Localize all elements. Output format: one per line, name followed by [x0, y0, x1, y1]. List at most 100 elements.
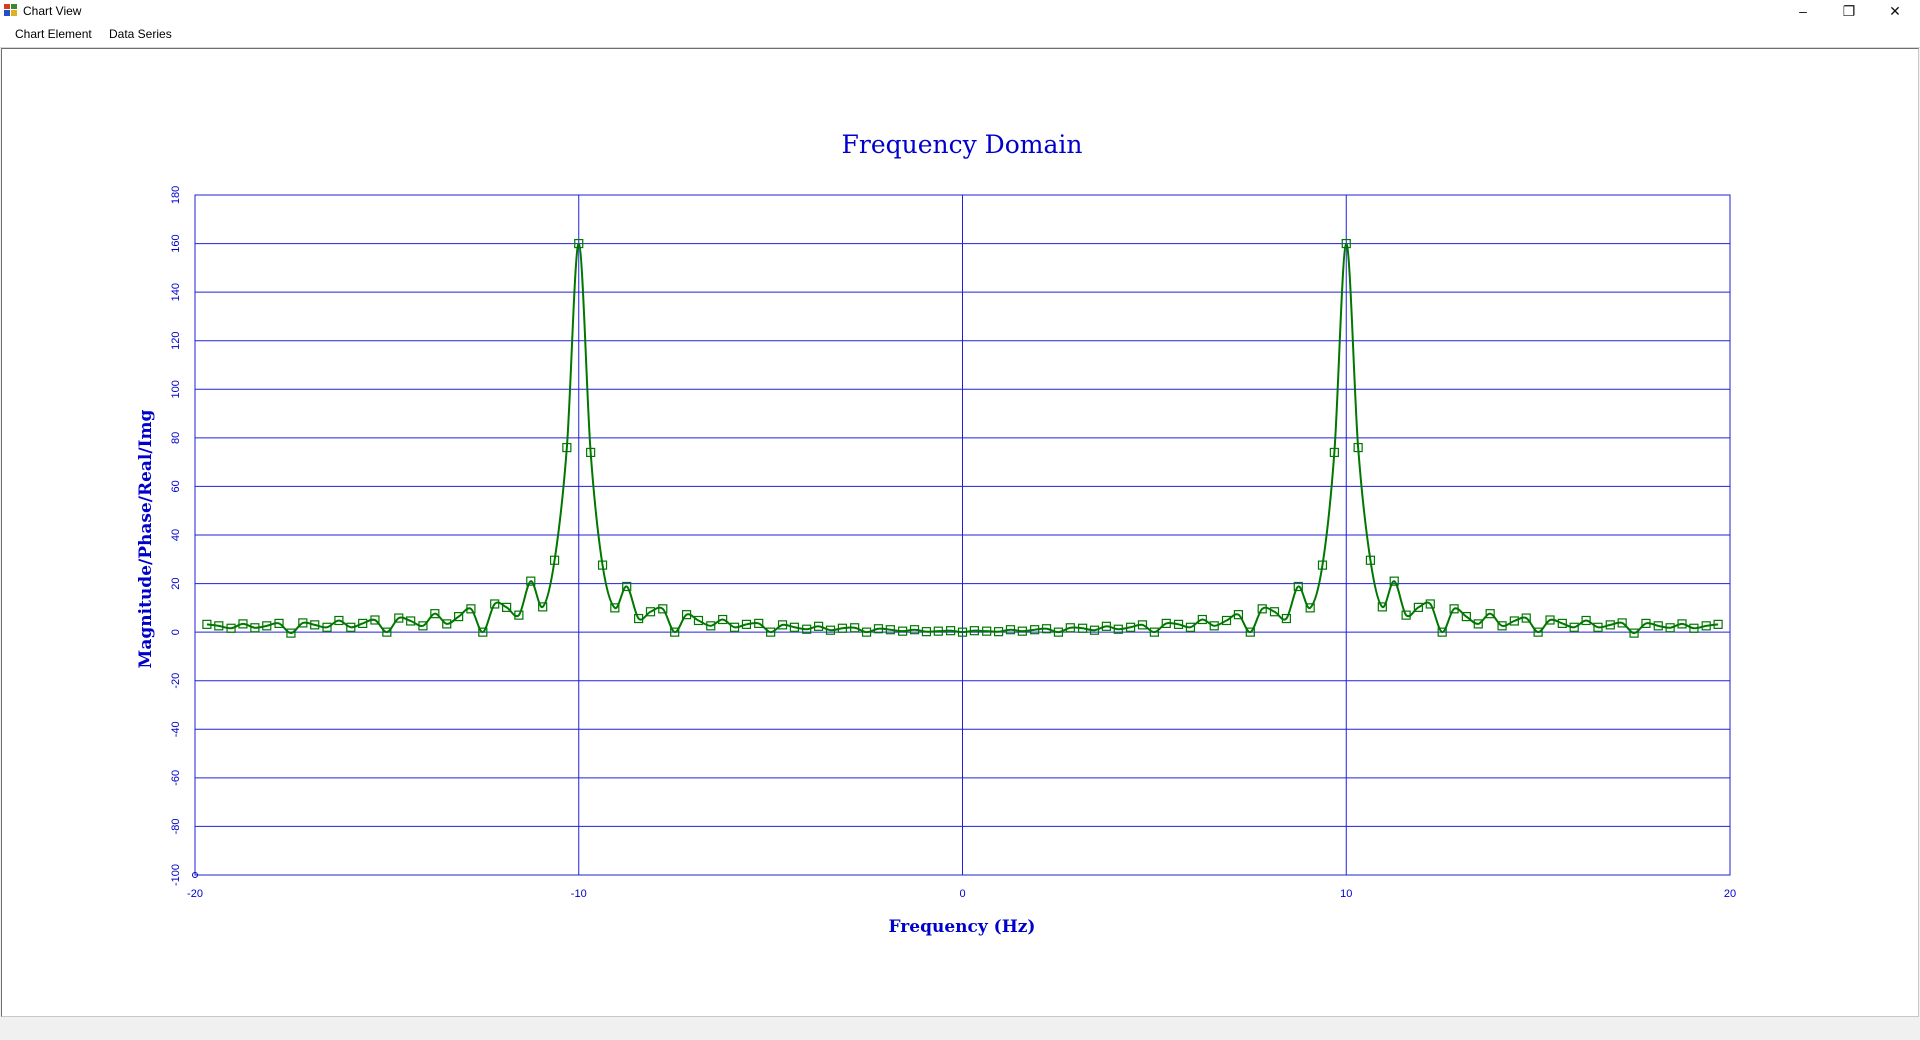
data-point — [873, 624, 884, 634]
y-tick-label: 60 — [170, 480, 182, 492]
y-tick-label: -80 — [170, 818, 182, 834]
menu-bar: Chart Element Data Series — [0, 22, 1920, 48]
data-point — [1149, 627, 1159, 637]
data-point — [706, 621, 716, 631]
data-point — [1617, 618, 1627, 628]
restore-icon: ❐ — [1842, 2, 1856, 19]
data-point — [442, 619, 452, 629]
data-point — [1509, 616, 1519, 626]
data-point — [1041, 624, 1052, 634]
data-point — [250, 623, 260, 633]
data-point — [466, 604, 476, 614]
data-point — [1017, 626, 1027, 636]
chart-panel: Frequency Domain -100 -80 -60 -40 -20 0 20 40 60… — [1, 48, 1919, 1017]
data-point — [634, 613, 644, 624]
data-point — [346, 622, 356, 632]
x-tick-label: -20 — [187, 888, 203, 900]
y-tick-label: 180 — [170, 186, 182, 204]
data-point — [741, 619, 752, 629]
data-point — [1425, 599, 1435, 609]
data-point — [1521, 613, 1531, 623]
data-point — [490, 599, 500, 609]
data-point — [1353, 442, 1363, 453]
data-point — [1113, 624, 1123, 634]
data-point — [1161, 618, 1171, 629]
data-point — [310, 620, 320, 630]
data-point — [1449, 604, 1459, 614]
data-point — [418, 621, 428, 631]
data-point — [1078, 623, 1088, 633]
y-tick-label: 160 — [170, 234, 182, 252]
menu-chart-element[interactable]: Chart Element — [15, 27, 92, 41]
data-point — [1053, 627, 1064, 637]
data-point — [1221, 615, 1232, 626]
data-point — [946, 626, 956, 636]
x-axis-label: Frequency (Hz) — [889, 917, 1036, 937]
data-point — [538, 602, 548, 612]
data-point — [777, 620, 788, 630]
data-point — [1461, 611, 1471, 622]
data-point — [382, 627, 392, 637]
data-point — [825, 625, 836, 635]
data-point — [1401, 610, 1411, 620]
data-point — [1030, 625, 1040, 635]
y-tick-label: 40 — [170, 529, 182, 541]
data-point — [1533, 627, 1543, 637]
close-button[interactable]: ✕ — [1872, 0, 1918, 22]
data-point — [1569, 622, 1579, 632]
data-point — [1629, 628, 1639, 638]
app-icon — [4, 4, 17, 16]
data-point — [202, 619, 212, 629]
data-point — [1173, 619, 1184, 629]
data-point — [1305, 603, 1315, 613]
y-axis-label: Magnitude/Phase/Real/Img — [136, 409, 156, 668]
data-point — [526, 576, 536, 586]
y-tick-label: 20 — [170, 577, 182, 589]
data-point — [562, 442, 572, 453]
data-point — [1665, 623, 1675, 633]
data-point — [478, 627, 488, 637]
x-tick-label: 10 — [1340, 888, 1352, 900]
origin-marker — [192, 872, 198, 878]
data-point — [1389, 576, 1399, 586]
close-icon: ✕ — [1889, 2, 1901, 19]
data-point — [1245, 627, 1255, 637]
data-point — [298, 618, 308, 628]
data-point — [921, 627, 932, 637]
data-point — [1257, 604, 1267, 614]
data-point — [993, 627, 1004, 637]
data-point — [406, 616, 416, 626]
data-point — [502, 602, 512, 612]
menu-data-series[interactable]: Data Series — [109, 27, 172, 41]
data-point — [1413, 602, 1423, 612]
restore-button[interactable]: ❐ — [1826, 0, 1872, 22]
minimize-button[interactable]: – — [1780, 0, 1826, 22]
y-tick-label: -60 — [170, 770, 182, 786]
data-point — [1557, 618, 1567, 629]
data-point — [1281, 613, 1291, 624]
data-point — [1089, 625, 1100, 635]
y-tick-label: 0 — [170, 629, 182, 635]
data-point — [370, 615, 380, 625]
data-point — [1185, 622, 1196, 632]
data-point — [681, 610, 692, 620]
data-point — [1125, 622, 1136, 632]
data-point — [909, 625, 920, 635]
data-point — [1713, 619, 1723, 629]
data-point — [1605, 620, 1615, 630]
data-point — [802, 624, 812, 634]
data-point — [645, 607, 656, 617]
y-tick-label: 80 — [170, 432, 182, 444]
data-point — [1065, 623, 1075, 633]
y-tick-label: 140 — [170, 283, 182, 301]
data-point — [1497, 621, 1507, 631]
data-point — [813, 621, 824, 631]
data-point — [1689, 623, 1699, 633]
title-bar: Chart View – ❐ ✕ — [0, 0, 1920, 22]
data-point — [754, 618, 764, 629]
data-point — [394, 613, 404, 623]
data-point — [1317, 560, 1328, 570]
window-title: Chart View — [23, 4, 82, 18]
data-point — [430, 609, 440, 619]
data-point — [658, 604, 668, 614]
